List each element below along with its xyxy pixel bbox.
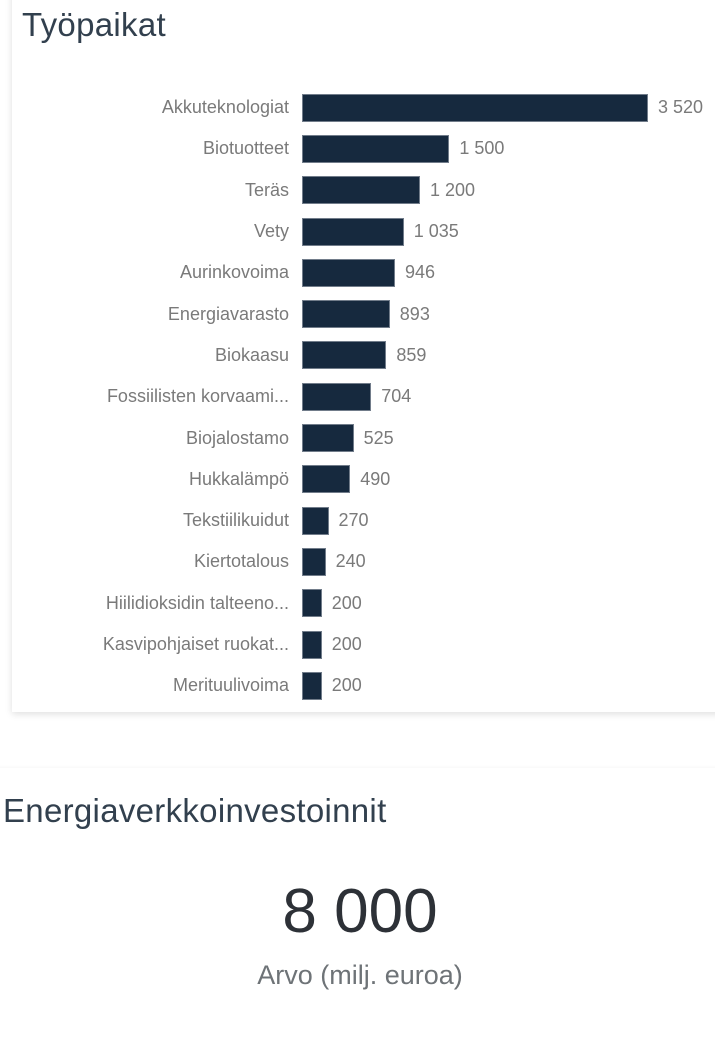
bar[interactable]: [302, 671, 322, 700]
bar-category-label: Tekstiilikuidut: [182, 510, 289, 531]
jobs-chart-card: Työpaikat Akkuteknologiat 3 520 Biotuott…: [12, 0, 715, 712]
bar-value-label: 1 200: [430, 179, 476, 200]
bar-value-label: 270: [338, 510, 369, 531]
bar[interactable]: [302, 382, 372, 411]
bar-row: Vety 1 035: [12, 211, 715, 252]
bar-value-label: 200: [331, 675, 362, 696]
kpi-caption: Arvo (milj. euroa): [257, 960, 463, 990]
bar-category-label: Akkuteknologiat: [161, 97, 289, 118]
bar-category-label: Vety: [253, 221, 289, 242]
bar-row: Hiilidioksidin talteeno... 200: [12, 583, 715, 624]
bar-category-label: Merituulivoima: [172, 675, 289, 696]
bar[interactable]: [302, 217, 404, 246]
bar-row: Biotuotteet 1 500: [12, 128, 715, 169]
bar-row: Kasvipohjaiset ruokat... 200: [12, 624, 715, 665]
bar[interactable]: [302, 630, 322, 659]
bar-row: Energiavarasto 893: [12, 293, 715, 334]
investment-kpi-card: Energiaverkkoinvestoinnit 8 000 Arvo (mi…: [0, 768, 715, 1038]
bar-category-label: Kiertotalous: [193, 551, 289, 572]
bar-category-label: Biotuotteet: [202, 138, 289, 159]
bar[interactable]: [302, 465, 351, 494]
bar-row: Akkuteknologiat 3 520: [12, 87, 715, 128]
bar-row: Biokaasu 859: [12, 335, 715, 376]
bar-category-label: Kasvipohjaiset ruokat...: [102, 634, 289, 654]
bar-category-label: Hukkalämpö: [188, 468, 289, 489]
bar-value-label: 525: [363, 427, 394, 448]
bar-value-label: 200: [331, 592, 362, 613]
bar-value-label: 1 500: [459, 138, 505, 159]
bar-category-label: Teräs: [244, 179, 289, 200]
bar[interactable]: [302, 134, 450, 163]
bar-value-label: 1 035: [413, 221, 459, 242]
bar-category-label: Biokaasu: [214, 344, 289, 365]
bar-category-label: Aurinkovoima: [179, 262, 289, 283]
bar-chart-rows: Akkuteknologiat 3 520 Biotuotteet 1 500 …: [12, 87, 715, 706]
bar[interactable]: [302, 258, 395, 287]
bar[interactable]: [302, 93, 648, 122]
bar-row: Teräs 1 200: [12, 170, 715, 211]
bar-value-label: 859: [396, 344, 427, 365]
bar-row: Tekstiilikuidut 270: [12, 500, 715, 541]
bar-category-label: Fossiilisten korvaami...: [106, 386, 289, 407]
bar-value-label: 946: [405, 262, 436, 283]
bar-row: Hukkalämpö 490: [12, 459, 715, 500]
bar-row: Aurinkovoima 946: [12, 252, 715, 293]
bar-row: Biojalostamo 525: [12, 417, 715, 458]
bar[interactable]: [302, 547, 326, 576]
investment-card-title: Energiaverkkoinvestoinnit: [3, 792, 387, 829]
bar[interactable]: [302, 589, 322, 618]
bar[interactable]: [302, 341, 387, 370]
bar[interactable]: [302, 424, 354, 453]
bar-category-label: Hiilidioksidin talteeno...: [105, 592, 289, 613]
bar[interactable]: [302, 506, 329, 535]
bar[interactable]: [302, 300, 390, 329]
bar-value-label: 200: [331, 634, 362, 654]
kpi-value: 8 000: [282, 877, 438, 946]
bar-value-label: 704: [381, 386, 412, 407]
bar-value-label: 240: [335, 551, 366, 572]
bar-value-label: 3 520: [658, 97, 704, 118]
bar-value-label: 490: [360, 468, 391, 489]
bar-row: Merituulivoima 200: [12, 665, 715, 706]
bar[interactable]: [302, 176, 420, 205]
bar-value-label: 893: [399, 303, 430, 324]
bar-category-label: Energiavarasto: [167, 303, 289, 324]
bar-row: Kiertotalous 240: [12, 541, 715, 582]
bar-category-label: Biojalostamo: [185, 427, 289, 448]
jobs-chart-title: Työpaikat: [22, 6, 166, 43]
bar-row: Fossiilisten korvaami... 704: [12, 376, 715, 417]
